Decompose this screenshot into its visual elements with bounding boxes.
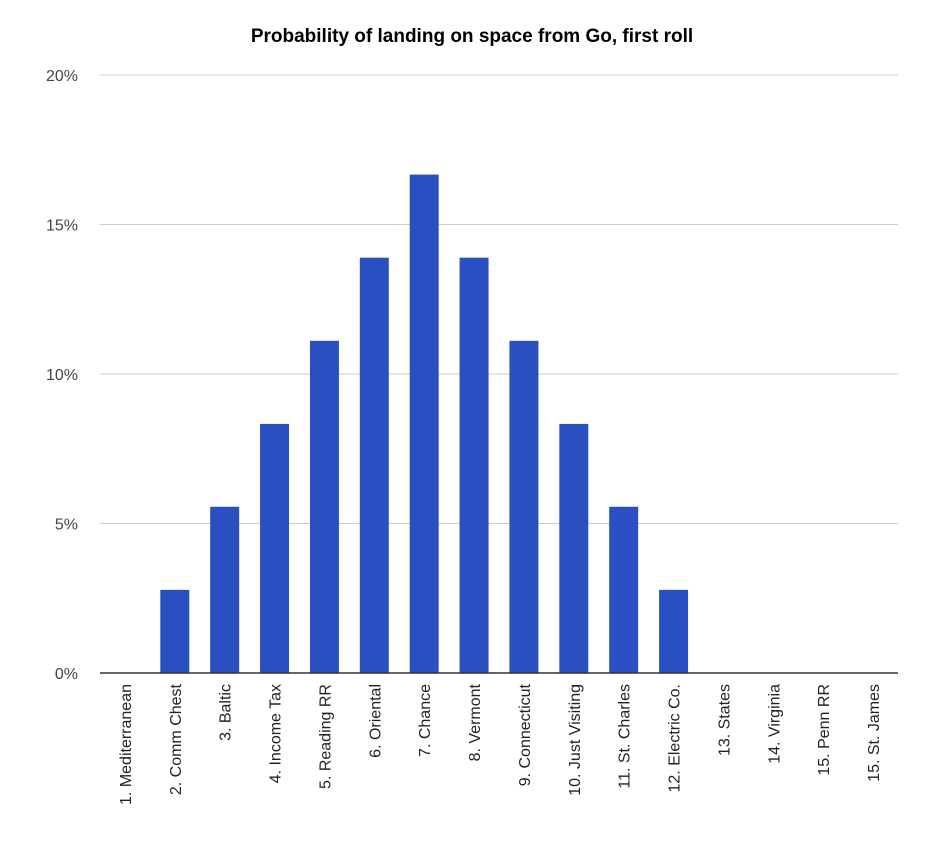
x-tick-label: 10. Just Visiting bbox=[567, 684, 584, 796]
x-tick-label: 3. Baltic bbox=[218, 684, 235, 741]
x-tick-label: 11. St. Charles bbox=[617, 684, 634, 789]
bar bbox=[659, 589, 689, 673]
bar bbox=[359, 257, 389, 673]
bar bbox=[459, 257, 489, 673]
x-axis-ticks: 1. Mediterranean 2. Comm Chest 3. Baltic 4.… bbox=[118, 683, 883, 805]
y-tick-label: 10% bbox=[46, 367, 78, 384]
x-tick-label: 15. St. James bbox=[866, 684, 883, 782]
x-tick-label: 7. Chance bbox=[417, 684, 434, 757]
y-tick-label: 5% bbox=[55, 517, 78, 534]
bar bbox=[409, 174, 439, 673]
x-tick-label: 5. Reading RR bbox=[317, 684, 334, 789]
x-tick-label: 15. Penn RR bbox=[816, 684, 833, 776]
bar bbox=[160, 589, 190, 673]
x-tick-label: 14. Virginia bbox=[766, 684, 783, 764]
y-tick-label: 20% bbox=[46, 68, 78, 85]
x-tick-label: 1. Mediterranean bbox=[118, 684, 135, 805]
bars bbox=[160, 174, 689, 673]
bar bbox=[559, 423, 589, 673]
y-tick-label: 15% bbox=[46, 218, 78, 235]
bar bbox=[309, 340, 339, 673]
y-tick-label: 0% bbox=[55, 666, 78, 683]
x-tick-label: 12. Electric Co. bbox=[667, 684, 684, 792]
x-tick-label: 13. States bbox=[716, 684, 733, 756]
y-axis-ticks: 0% 5% 10% 15% 20% bbox=[46, 68, 78, 683]
x-tick-label: 9. Connecticut bbox=[517, 683, 534, 786]
bar bbox=[260, 423, 290, 673]
bar bbox=[509, 340, 539, 673]
x-tick-label: 4. Income Tax bbox=[268, 684, 285, 783]
x-tick-label: 8. Vermont bbox=[467, 683, 484, 761]
chart-title: Probability of landing on space from Go,… bbox=[251, 26, 693, 47]
bar bbox=[609, 506, 639, 673]
bar bbox=[210, 506, 240, 673]
gridlines bbox=[100, 74, 898, 524]
x-tick-label: 2. Comm Chest bbox=[168, 683, 185, 795]
x-tick-label: 6. Oriental bbox=[367, 684, 384, 758]
